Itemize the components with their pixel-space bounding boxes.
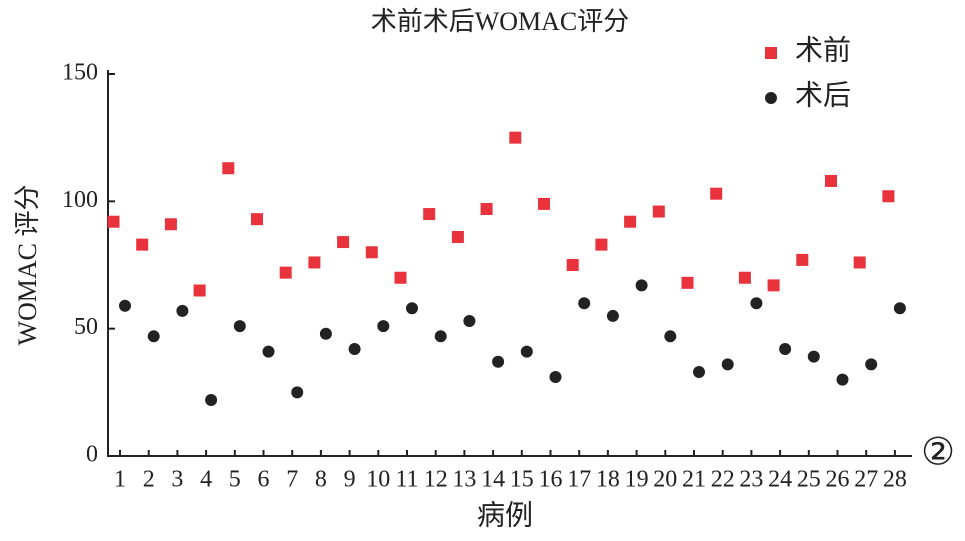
- chart-title: 术前术后WOMAC评分: [371, 7, 630, 36]
- x-tick-label: 9: [344, 467, 356, 493]
- point: [893, 302, 906, 315]
- x-tick-label: 3: [171, 467, 183, 493]
- x-tick-label: 17: [567, 467, 591, 493]
- point: [107, 215, 120, 228]
- point: [624, 215, 637, 228]
- x-tick-label: 16: [539, 467, 563, 493]
- point: [779, 343, 792, 356]
- point: [765, 47, 777, 59]
- point: [865, 358, 878, 371]
- point: [205, 393, 218, 406]
- point: [853, 256, 866, 269]
- point: [538, 197, 550, 210]
- point: [807, 350, 820, 363]
- point: [319, 327, 332, 340]
- point: [451, 230, 464, 243]
- point: [348, 343, 361, 356]
- point: [308, 256, 321, 269]
- point: [365, 246, 378, 259]
- x-tick-label: 25: [797, 467, 821, 493]
- point: [492, 355, 505, 368]
- point: [710, 187, 723, 200]
- point: [606, 309, 619, 322]
- point: [423, 208, 436, 221]
- y-tick-label: 150: [62, 60, 98, 86]
- x-tick-label: 19: [625, 467, 649, 493]
- legend-label: 术前: [795, 34, 851, 66]
- x-tick-label: 14: [481, 467, 505, 493]
- x-tick-label: 15: [510, 467, 534, 493]
- panel-label: ②: [921, 432, 955, 474]
- point: [721, 358, 734, 371]
- x-tick-label: 6: [258, 467, 270, 493]
- point: [796, 253, 809, 266]
- point: [595, 238, 608, 251]
- point: [635, 279, 648, 292]
- x-tick-label: 28: [883, 467, 907, 493]
- point: [291, 386, 304, 399]
- point: [377, 320, 390, 333]
- point: [233, 320, 246, 333]
- point: [693, 365, 705, 378]
- point: [750, 297, 763, 310]
- x-tick-label: 2: [143, 467, 155, 493]
- x-axis-label: 病例: [477, 499, 533, 531]
- point: [406, 302, 418, 315]
- x-tick-label: 12: [424, 467, 448, 493]
- x-tick-label: 22: [711, 467, 735, 493]
- point: [434, 330, 447, 343]
- x-tick-label: 27: [854, 467, 878, 493]
- point: [882, 190, 895, 203]
- x-tick-label: 24: [768, 467, 792, 493]
- point: [279, 266, 292, 279]
- point: [664, 330, 677, 343]
- y-tick-label: 0: [86, 442, 98, 468]
- point: [394, 271, 407, 284]
- y-axis-label: WOMAC 评分: [13, 184, 42, 345]
- x-tick-label: 8: [315, 467, 327, 493]
- x-tick-label: 10: [366, 467, 390, 493]
- point: [520, 345, 533, 358]
- point: [767, 279, 780, 292]
- y-tick-label: 100: [62, 187, 98, 213]
- x-tick-label: 1: [114, 467, 126, 493]
- x-tick-label: 11: [395, 467, 418, 493]
- x-tick-label: 13: [452, 467, 476, 493]
- x-tick-label: 7: [286, 467, 298, 493]
- point: [509, 131, 522, 144]
- x-tick-label: 21: [682, 467, 706, 493]
- point: [463, 315, 476, 328]
- point: [337, 236, 350, 249]
- point: [549, 371, 562, 384]
- point: [480, 202, 493, 215]
- point: [652, 205, 665, 218]
- x-tick-label: 18: [596, 467, 620, 493]
- x-tick-label: 5: [229, 467, 241, 493]
- point: [825, 174, 837, 187]
- x-tick-label: 20: [653, 467, 677, 493]
- point: [147, 330, 160, 343]
- point: [119, 299, 131, 312]
- point: [222, 162, 235, 175]
- point: [176, 304, 189, 317]
- x-tick-label: 23: [739, 467, 763, 493]
- point: [136, 238, 149, 251]
- point: [836, 373, 849, 386]
- x-tick-label: 26: [826, 467, 850, 493]
- legend-label: 术后: [795, 79, 851, 111]
- point: [262, 345, 275, 358]
- point: [738, 271, 751, 284]
- point: [765, 92, 777, 104]
- point: [164, 218, 177, 231]
- point: [193, 284, 206, 297]
- point: [681, 276, 694, 289]
- point: [251, 213, 263, 226]
- point: [578, 297, 591, 310]
- point: [566, 259, 579, 271]
- y-tick-label: 50: [74, 314, 98, 340]
- x-tick-label: 4: [200, 467, 212, 493]
